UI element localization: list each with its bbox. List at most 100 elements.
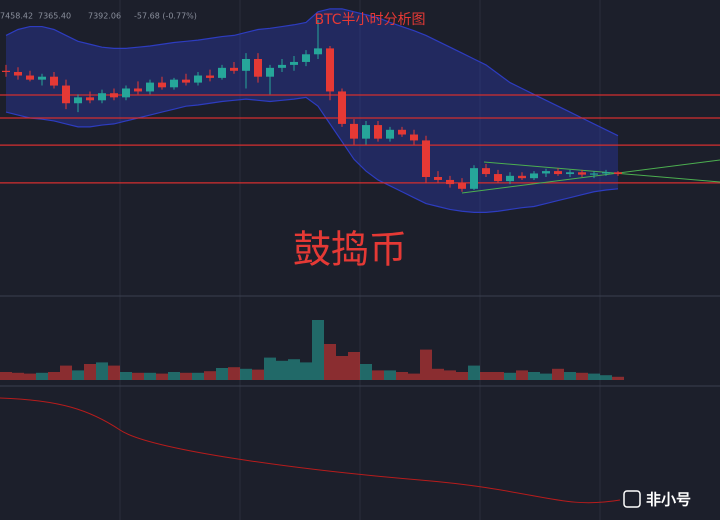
header-value: -57.68 (-0.77%) <box>134 12 197 21</box>
volume-bar <box>228 367 240 380</box>
volume-bar <box>312 320 324 380</box>
volume-bar <box>360 364 372 380</box>
candle-body <box>134 88 142 92</box>
candle-body <box>122 88 130 98</box>
volume-bar <box>180 372 192 380</box>
volume-bar <box>216 368 228 380</box>
candle-body <box>338 91 346 124</box>
volume-bar <box>24 373 36 380</box>
candle-body <box>98 93 106 101</box>
volume-bar <box>12 372 24 380</box>
volume-bar <box>600 375 612 380</box>
header-value: 7365.40 <box>38 12 71 21</box>
volume-bar <box>276 360 288 380</box>
candle-body <box>470 168 478 189</box>
candle-body <box>158 82 166 88</box>
candle-body <box>398 129 406 135</box>
volume-bar <box>96 362 108 380</box>
volume-bar <box>120 372 132 380</box>
candle-body <box>482 168 490 175</box>
candle-body <box>590 173 598 175</box>
candle-body <box>530 173 538 179</box>
candle-body <box>374 125 382 139</box>
volume-bar <box>156 373 168 380</box>
candle-body <box>242 59 250 71</box>
candle-body <box>314 48 322 55</box>
volume-bar <box>408 373 420 380</box>
candle-body <box>14 71 22 76</box>
volume-bar <box>480 372 492 380</box>
candle-body <box>218 67 226 78</box>
candle-body <box>170 79 178 88</box>
candle-body <box>38 76 46 80</box>
volume-bar <box>132 372 144 380</box>
header-value: 7392.06 <box>88 12 121 21</box>
candle-body <box>146 82 154 92</box>
candle-body <box>350 123 358 139</box>
volume-bar <box>48 372 60 380</box>
logo-icon <box>623 490 641 508</box>
volume-bar <box>444 370 456 380</box>
volume-bar <box>108 365 120 380</box>
volume-bar <box>612 376 624 380</box>
volume-bar <box>204 371 216 380</box>
candle-body <box>254 59 262 77</box>
candle-body <box>326 48 334 92</box>
volume-bar <box>72 370 84 380</box>
volume-bar <box>576 372 588 380</box>
volume-bar <box>504 372 516 380</box>
candle-body <box>602 172 610 174</box>
candle-body <box>50 76 58 86</box>
candle-body <box>266 67 274 77</box>
candle-body <box>494 174 502 182</box>
volume-bar <box>144 372 156 380</box>
band-fill <box>6 8 618 213</box>
volume-bar <box>36 372 48 380</box>
candle-body <box>2 70 10 72</box>
volume-bar <box>540 373 552 380</box>
candle-body <box>446 179 454 185</box>
watermark: 鼓捣币 <box>293 228 407 272</box>
candles <box>2 20 622 192</box>
candle-body <box>26 75 34 80</box>
candle-body <box>206 75 214 78</box>
candle-body <box>410 134 418 141</box>
candle-body <box>518 175 526 179</box>
candle-body <box>458 182 466 189</box>
header-value: 7458.42 <box>0 12 33 21</box>
volume-bar <box>492 372 504 380</box>
band-lower <box>5 96 619 213</box>
volume-bar <box>192 372 204 380</box>
logo: 非小号 <box>623 490 691 509</box>
layout-grid <box>119 0 601 520</box>
candle-body <box>86 97 94 101</box>
volume <box>0 320 624 380</box>
volume-bar <box>84 364 96 380</box>
band-upper <box>5 8 619 137</box>
volume-bar <box>588 373 600 380</box>
volume-bar <box>420 349 432 380</box>
candle-body <box>614 172 622 175</box>
volume-bar <box>264 357 276 380</box>
candle-body <box>74 97 82 104</box>
candle-body <box>362 125 370 139</box>
candle-body <box>566 172 574 175</box>
volume-bar <box>552 368 564 380</box>
candle-body <box>302 54 310 62</box>
candle-body <box>542 171 550 174</box>
hlines <box>0 94 720 184</box>
candle-body <box>554 171 562 175</box>
volume-bar <box>564 372 576 380</box>
candle-body <box>110 93 118 98</box>
volume-bar <box>432 368 444 380</box>
candle-body <box>194 75 202 83</box>
candle-body <box>62 85 70 104</box>
volume-bar <box>336 356 348 380</box>
volume-bar <box>384 370 396 380</box>
candle-body <box>290 61 298 65</box>
volume-bar <box>528 372 540 380</box>
volume-bar <box>288 359 300 380</box>
candle-body <box>278 64 286 68</box>
candle-body <box>506 175 514 182</box>
